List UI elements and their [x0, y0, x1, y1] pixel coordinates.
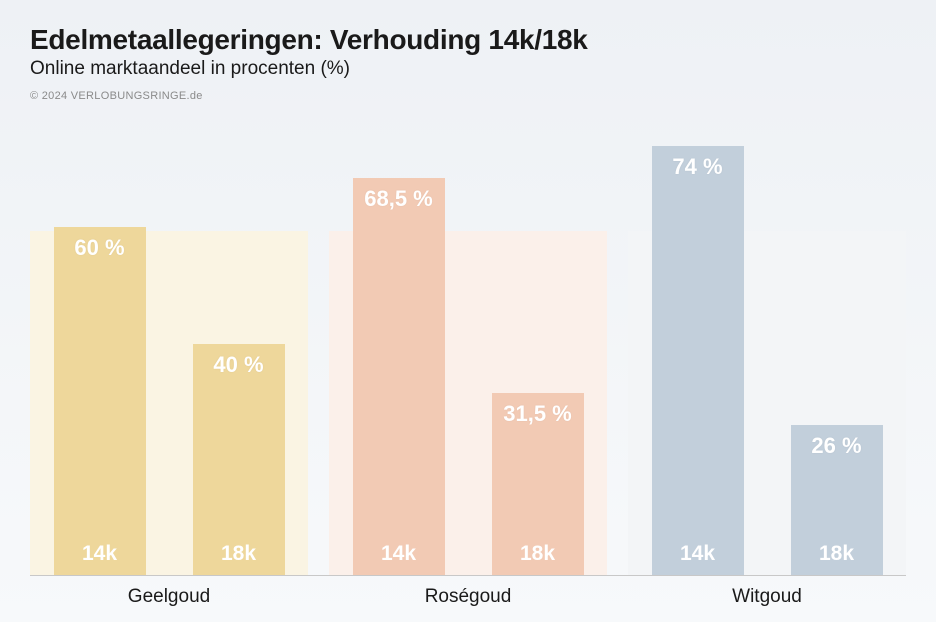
bar: 60 % 14k [54, 227, 146, 576]
bar-value-label: 74 % [652, 154, 744, 180]
bar-value-label: 26 % [791, 433, 883, 459]
bar-group: 68,5 % 14k 31,5 % 18k [329, 122, 607, 576]
chart-title: Edelmetaallegeringen: Verhouding 14k/18k [30, 24, 906, 56]
bar-karat-label: 14k [353, 542, 445, 566]
x-axis-category-label: Geelgoud [30, 586, 308, 608]
bars-container: 74 % 14k 26 % 18k [628, 122, 906, 576]
bar-value-label: 68,5 % [353, 186, 445, 212]
bar-fill [652, 146, 744, 576]
copyright-text: © 2024 VERLOBUNGSRINGE.de [30, 90, 906, 102]
bar: 74 % 14k [652, 146, 744, 576]
bar: 40 % 18k [193, 344, 285, 576]
bar: 31,5 % 18k [492, 393, 584, 576]
bar-value-label: 60 % [54, 235, 146, 261]
bar-karat-label: 18k [492, 542, 584, 566]
x-axis-category-label: Roségoud [329, 586, 607, 608]
bar-fill [353, 178, 445, 576]
bar-group: 74 % 14k 26 % 18k [628, 122, 906, 576]
x-axis-baseline [30, 575, 906, 576]
bar-karat-label: 18k [791, 542, 883, 566]
bars-container: 60 % 14k 40 % 18k [30, 122, 308, 576]
x-axis-labels: Geelgoud Roségoud Witgoud [30, 586, 906, 608]
chart-area: 60 % 14k 40 % 18k 68,5 % 14k 31,5 % 18k 74 % 14k 2… [30, 122, 906, 576]
chart-subtitle: Online marktaandeel in procenten (%) [30, 58, 906, 80]
bar-karat-label: 14k [54, 542, 146, 566]
bar-value-label: 40 % [193, 352, 285, 378]
bar-karat-label: 14k [652, 542, 744, 566]
bar-group: 60 % 14k 40 % 18k [30, 122, 308, 576]
x-axis-category-label: Witgoud [628, 586, 906, 608]
bar-karat-label: 18k [193, 542, 285, 566]
bar: 68,5 % 14k [353, 178, 445, 576]
bars-container: 68,5 % 14k 31,5 % 18k [329, 122, 607, 576]
bar-value-label: 31,5 % [492, 401, 584, 427]
bar-fill [54, 227, 146, 576]
bar: 26 % 18k [791, 425, 883, 576]
